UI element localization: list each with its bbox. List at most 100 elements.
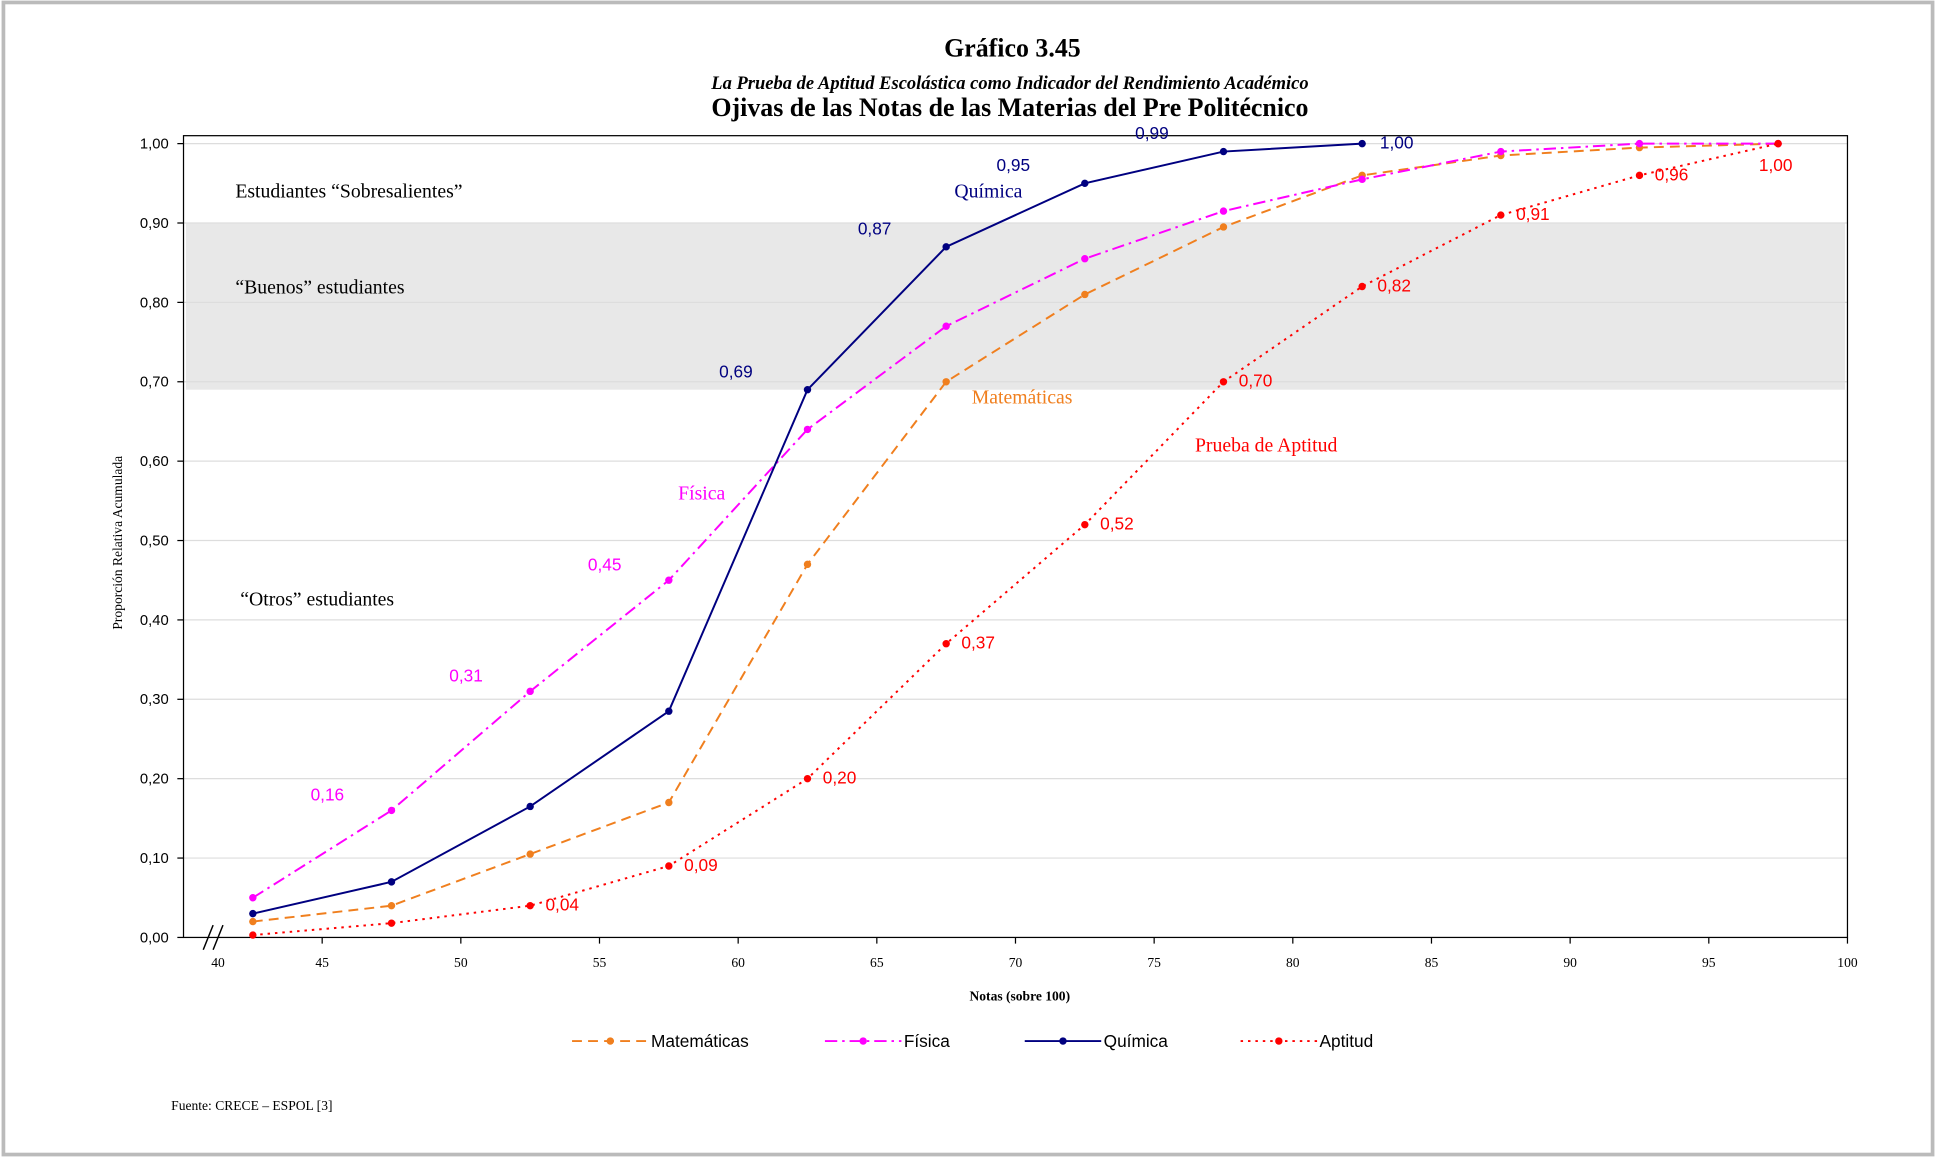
value-label: 0,96 [1655, 164, 1689, 184]
annotation: Matemáticas [972, 386, 1073, 408]
legend-marker [606, 1037, 614, 1045]
data-point [1358, 175, 1366, 184]
data-point [526, 687, 534, 696]
value-label: 0,95 [996, 155, 1030, 175]
data-point [942, 640, 950, 648]
y-tick-label: 0,70 [140, 375, 169, 391]
data-point [249, 931, 257, 939]
plot-frame [182, 135, 1849, 939]
data-point [1219, 223, 1228, 231]
value-label: 0,70 [1239, 371, 1273, 391]
data-point [1358, 282, 1366, 291]
value-label: 1,00 [1380, 133, 1414, 153]
data-point [665, 862, 673, 870]
data-point [387, 919, 396, 927]
legend-marker [859, 1037, 867, 1045]
value-label: 0,16 [311, 785, 345, 805]
legend-label: Matemáticas [651, 1031, 749, 1051]
x-tick-label: 65 [870, 955, 884, 970]
y-tick-label: 0,60 [140, 454, 169, 470]
value-label: 0,04 [545, 895, 579, 915]
data-point [526, 850, 534, 858]
y-axis-label: Proporción Relativa Acumulada [110, 456, 125, 630]
chart-subtitle: La Prueba de Aptitud Escolástica como In… [710, 74, 1308, 94]
x-tick-label: 45 [315, 955, 329, 970]
y-tick-label: 1,00 [140, 137, 169, 153]
data-point [665, 798, 673, 807]
x-tick-label: 70 [1009, 955, 1023, 970]
data-point [1635, 139, 1644, 148]
data-point [249, 917, 257, 926]
series-line [252, 142, 1779, 899]
data-point [803, 774, 812, 783]
data-point [1219, 207, 1228, 215]
y-tick-label: 0,30 [140, 692, 169, 708]
data-point [249, 894, 257, 902]
data-point [1497, 211, 1505, 219]
chart-title2: Ojivas de las Notas de las Materias del … [711, 93, 1308, 122]
series-line [252, 142, 1779, 937]
y-tick-label: 0,00 [140, 930, 169, 946]
annotation: “Otros” estudiantes [240, 589, 394, 611]
data-point [942, 322, 950, 330]
data-point [1219, 147, 1228, 156]
y-tick-label: 0,80 [140, 295, 169, 311]
x-tick-label: 75 [1147, 955, 1161, 970]
data-point [1358, 139, 1366, 148]
annotation: Química [954, 180, 1022, 202]
data-point [1219, 378, 1228, 386]
data-point [803, 560, 812, 569]
data-point [387, 806, 396, 815]
data-point [387, 878, 396, 886]
y-tick-label: 0,50 [140, 533, 169, 549]
x-tick-label: 90 [1563, 955, 1577, 970]
x-tick-label: 100 [1837, 955, 1858, 970]
data-point [803, 425, 812, 434]
x-tick-label: 40 [211, 955, 225, 970]
x-tick-label: 50 [454, 955, 468, 970]
band [185, 223, 1846, 390]
annotation: Física [678, 483, 725, 505]
annotation: “Buenos” estudiantes [235, 277, 404, 299]
legend-label: Aptitud [1320, 1031, 1374, 1051]
x-tick-label: 95 [1702, 955, 1716, 970]
value-label: 0,91 [1516, 204, 1550, 224]
x-tick-label: 80 [1286, 955, 1300, 970]
annotation: Prueba de Aptitud [1195, 434, 1338, 456]
value-label: 0,69 [719, 361, 753, 381]
value-label: 1,00 [1759, 155, 1793, 175]
value-label: 0,31 [449, 665, 483, 685]
data-point [526, 802, 534, 811]
chart-title: Gráfico 3.45 [944, 34, 1081, 63]
data-point [665, 707, 673, 715]
data-point [1774, 139, 1782, 148]
annotation: Estudiantes “Sobresalientes” [235, 180, 462, 202]
y-tick-label: 0,10 [140, 851, 169, 867]
series-line [252, 142, 1779, 923]
data-point [942, 243, 950, 251]
data-point [942, 378, 950, 386]
y-tick-label: 0,20 [140, 772, 169, 788]
x-tick-label: 85 [1425, 955, 1439, 970]
data-point [526, 901, 534, 910]
legend-label: Física [904, 1031, 950, 1051]
data-point [665, 576, 673, 584]
x-axis-label: Notas (sobre 100) [970, 988, 1071, 1004]
legend-label: Química [1104, 1031, 1169, 1051]
legend-marker [1275, 1037, 1283, 1045]
value-label: 0,09 [684, 855, 718, 875]
legend-marker [1059, 1037, 1067, 1045]
value-label: 0,20 [823, 768, 857, 788]
data-point [387, 901, 396, 910]
data-point [249, 909, 257, 918]
data-point [1081, 255, 1089, 263]
value-label: 0,52 [1100, 514, 1134, 534]
x-tick-label: 60 [731, 955, 745, 970]
data-point [1081, 290, 1089, 299]
value-label: 0,87 [858, 218, 892, 238]
value-label: 0,99 [1135, 123, 1169, 143]
data-point [1081, 520, 1089, 529]
source: Fuente: CRECE – ESPOL [3] [171, 1098, 332, 1113]
